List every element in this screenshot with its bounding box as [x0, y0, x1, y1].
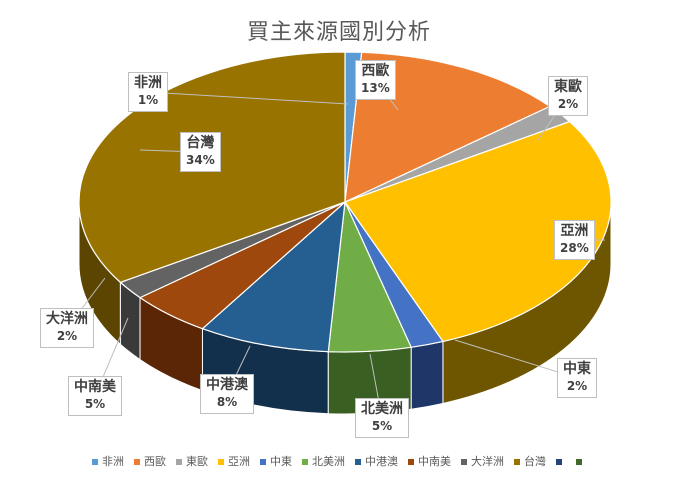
data-label-category: 北美洲 [361, 401, 403, 417]
legend-extra-marker-0 [556, 455, 566, 468]
leader-line-8 [81, 277, 106, 309]
legend-label: 北美洲 [312, 455, 345, 468]
slice-1 [344, 51, 551, 203]
data-label-5: 北美洲 5% [355, 398, 409, 438]
legend-label: 大洋洲 [471, 455, 504, 468]
legend-item-0: 非洲 [92, 453, 124, 469]
data-label-8: 大洋洲 2% [40, 308, 94, 348]
legend-swatch [134, 459, 140, 465]
data-label-category: 大洋洲 [46, 311, 88, 327]
chart-legend: 非洲 西歐 東歐 亞洲 中東 北美洲 中港澳 中南美 大洋洲 台灣 [0, 453, 678, 469]
data-label-1: 西歐 13% [355, 60, 396, 100]
data-label-percent: 2% [56, 329, 78, 343]
legend-swatch [514, 459, 520, 465]
data-label-category: 中南美 [74, 379, 116, 395]
slice-3 [344, 121, 612, 343]
data-label-category: 西歐 [361, 63, 390, 79]
legend-swatch [92, 459, 98, 465]
legend-extra-marker-1 [576, 455, 586, 468]
leader-line-6 [236, 345, 251, 375]
leader-line-7 [103, 317, 129, 377]
data-label-category: 非洲 [134, 75, 162, 91]
legend-swatch [176, 459, 182, 465]
data-label-category: 東歐 [554, 79, 582, 95]
data-label-percent: 2% [557, 97, 579, 111]
data-label-0: 非洲 1% [128, 72, 168, 112]
data-label-9: 台灣 34% [180, 132, 221, 172]
legend-label: 亞洲 [228, 455, 250, 468]
data-label-percent: 13% [361, 81, 390, 95]
data-label-category: 台灣 [186, 135, 215, 151]
legend-item-5: 北美洲 [302, 453, 345, 469]
legend-item-7: 中南美 [408, 453, 451, 469]
legend-item-1: 西歐 [134, 453, 166, 469]
data-label-6: 中港澳 8% [200, 374, 254, 414]
data-label-percent: 8% [216, 395, 238, 409]
data-label-4: 中東 2% [557, 358, 597, 398]
legend-label: 中東 [270, 455, 292, 468]
legend-swatch [576, 459, 582, 465]
data-label-percent: 5% [84, 397, 106, 411]
legend-swatch [302, 459, 308, 465]
legend-item-8: 大洋洲 [461, 453, 504, 469]
legend-label: 東歐 [186, 455, 208, 468]
legend-label: 中南美 [418, 455, 451, 468]
leader-line-5 [369, 353, 379, 399]
leader-line-4 [454, 339, 558, 373]
slice-side-4 [410, 340, 444, 410]
leader-line-9 [139, 149, 181, 152]
legend-swatch [556, 459, 562, 465]
data-label-7: 中南美 5% [68, 376, 122, 416]
legend-swatch [260, 459, 266, 465]
data-label-3: 亞洲 28% [554, 220, 595, 260]
data-label-category: 中東 [563, 361, 591, 377]
legend-item-9: 台灣 [514, 453, 546, 469]
legend-label: 台灣 [524, 455, 546, 468]
pie-leaders [81, 92, 605, 399]
legend-item-6: 中港澳 [355, 453, 398, 469]
legend-item-4: 中東 [260, 453, 292, 469]
data-label-percent: 2% [566, 379, 588, 393]
legend-swatch [461, 459, 467, 465]
chart-title: 買主來源國別分析 [246, 20, 431, 45]
data-label-category: 亞洲 [560, 223, 589, 239]
legend-label: 非洲 [102, 455, 124, 468]
legend-item-3: 亞洲 [218, 453, 250, 469]
data-label-percent: 34% [186, 153, 215, 167]
data-label-percent: 1% [137, 93, 159, 107]
data-label-2: 東歐 2% [548, 76, 588, 116]
legend-item-2: 東歐 [176, 453, 208, 469]
data-label-category: 中港澳 [206, 377, 248, 393]
leader-line-2 [537, 115, 555, 141]
leader-line-0 [167, 92, 349, 105]
data-label-percent: 28% [560, 241, 589, 255]
data-label-percent: 5% [371, 419, 393, 433]
slice-6 [201, 201, 346, 353]
legend-swatch [355, 459, 361, 465]
leader-line-1 [390, 99, 399, 111]
legend-swatch [408, 459, 414, 465]
legend-swatch [218, 459, 224, 465]
legend-label: 西歐 [144, 455, 166, 468]
legend-label: 中港澳 [365, 455, 398, 468]
